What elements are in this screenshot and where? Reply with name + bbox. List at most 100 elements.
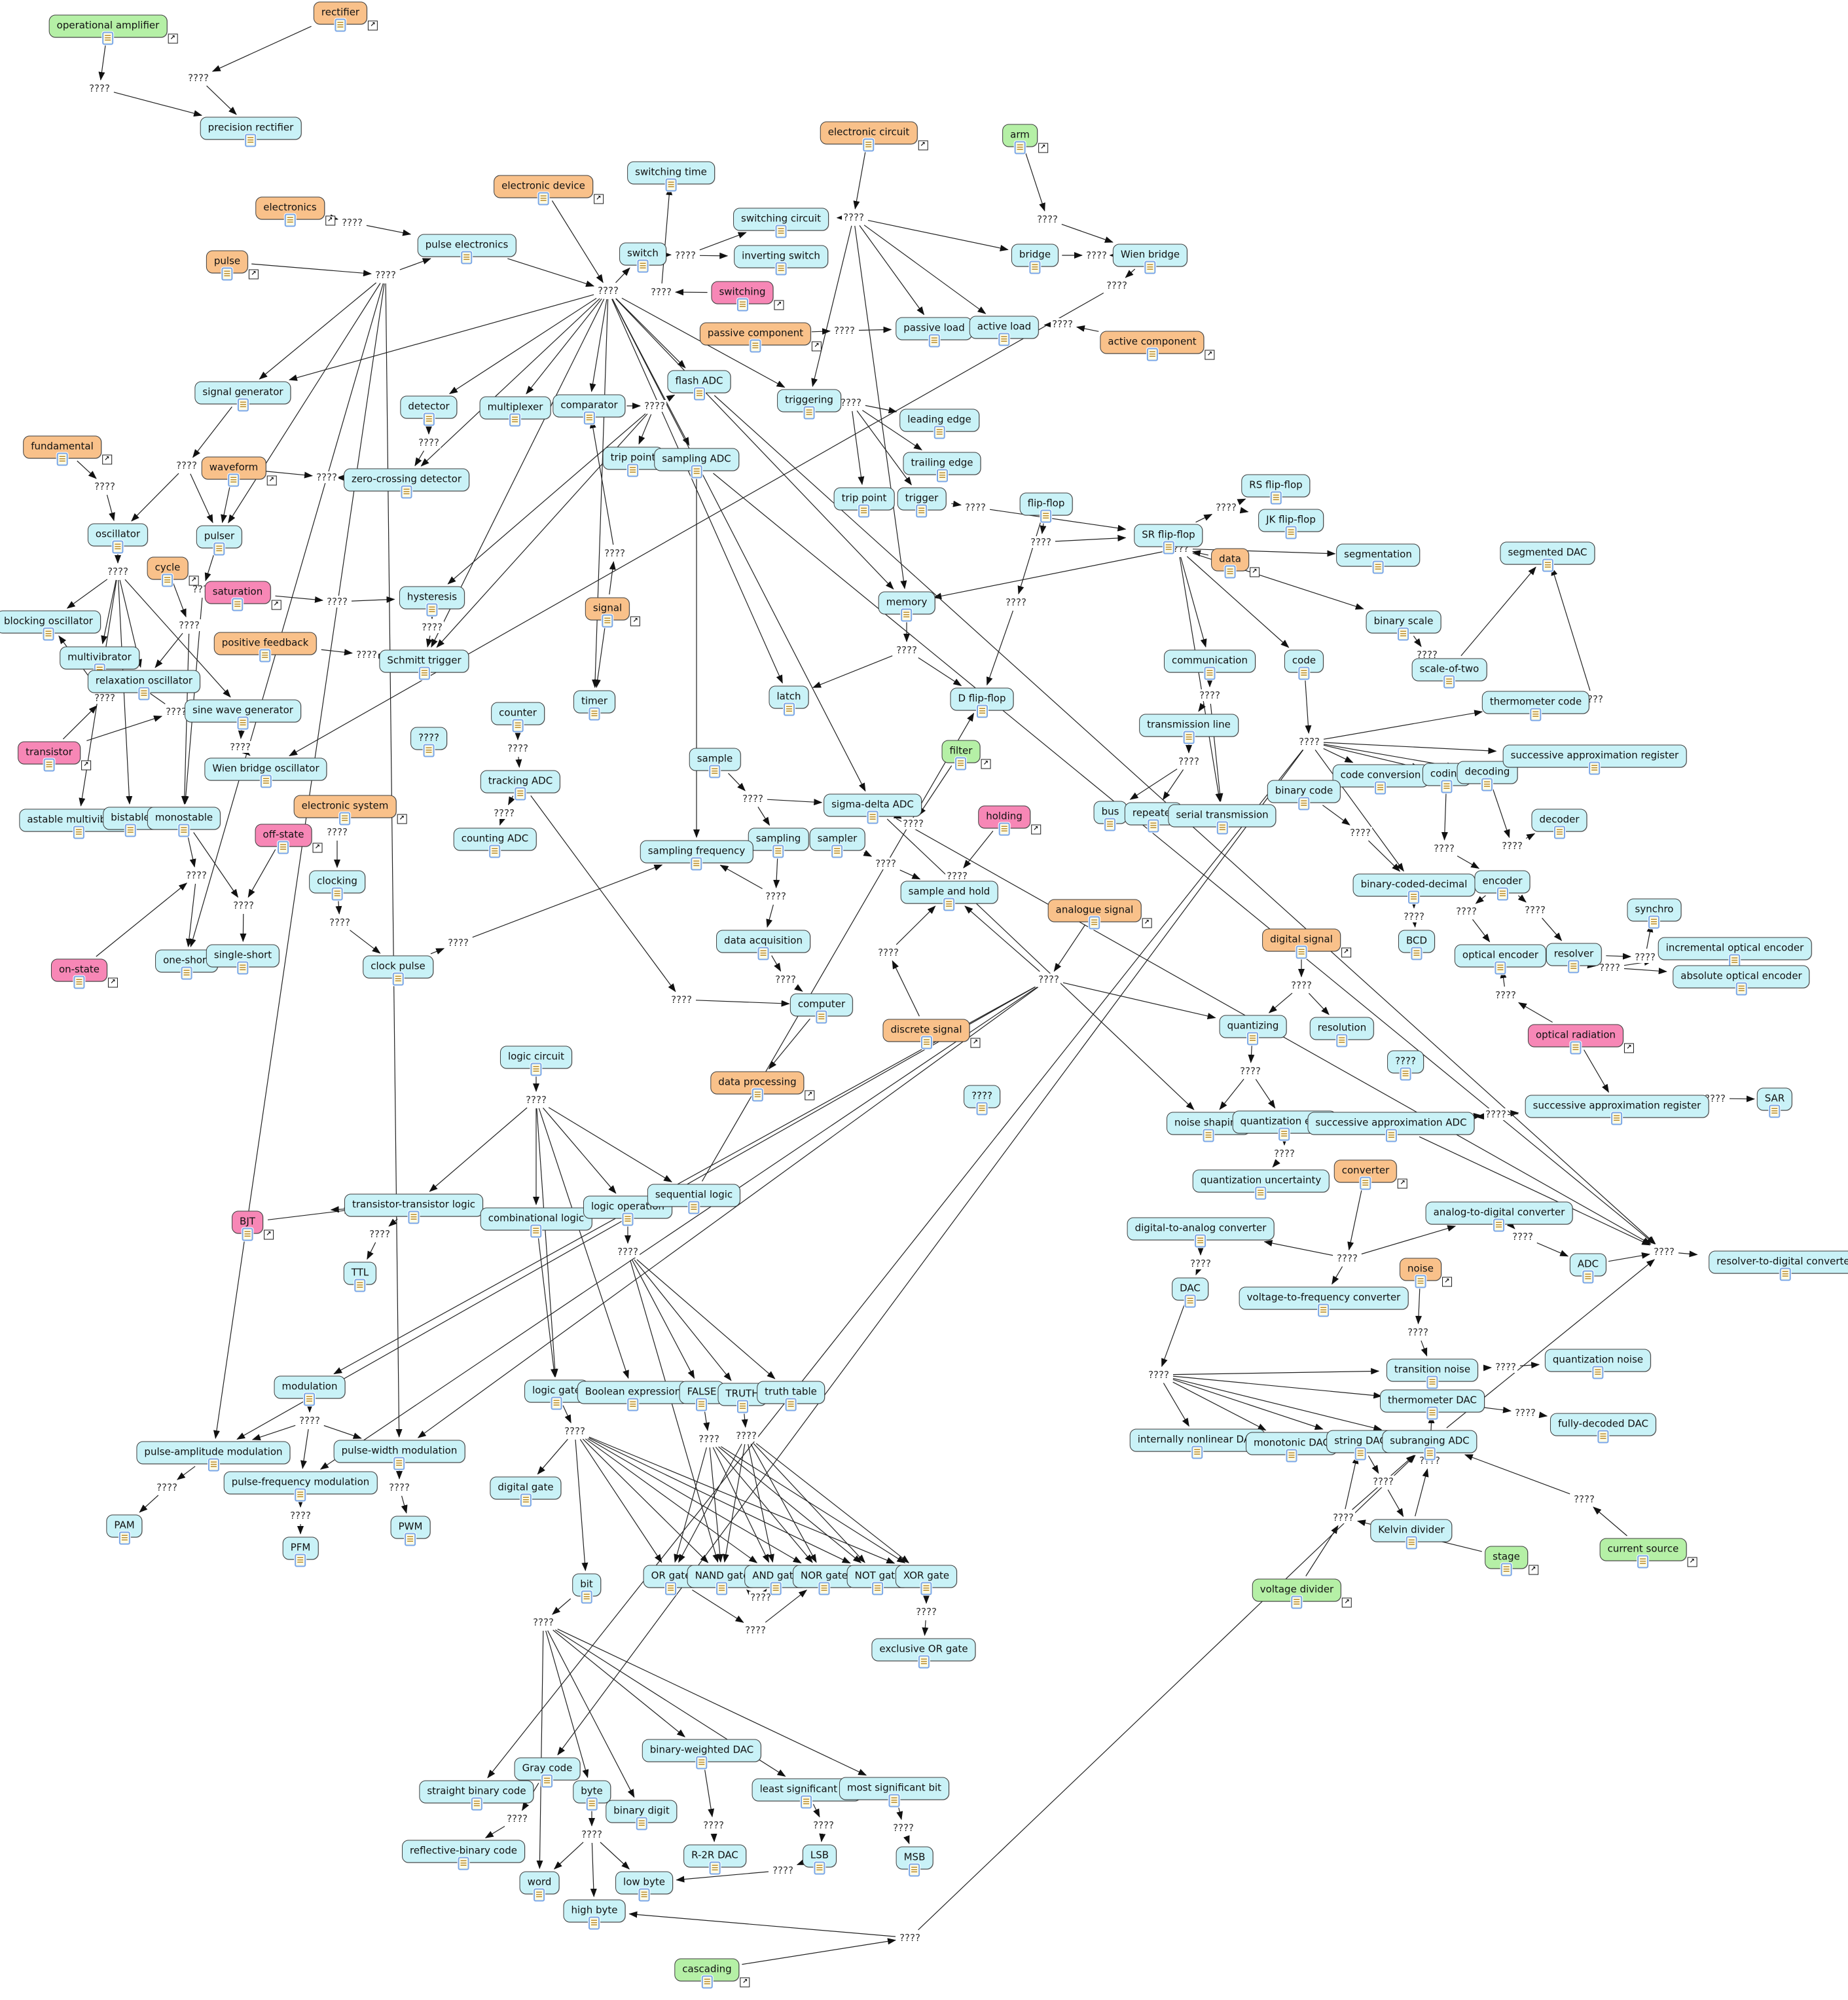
document-icon[interactable] (627, 1398, 639, 1411)
linking-phrase[interactable]: ???? (1051, 318, 1074, 330)
linking-phrase[interactable]: ???? (563, 1425, 587, 1437)
linking-phrase[interactable]: ???? (93, 692, 117, 704)
concept-node-cadc[interactable]: counting ADC (453, 827, 537, 858)
document-icon[interactable] (208, 1458, 219, 1472)
concept-node-atdc[interactable]: analog-to-digital converter (1425, 1201, 1573, 1232)
document-icon[interactable] (589, 707, 600, 721)
concept-node-q2[interactable]: ???? (964, 1085, 1000, 1116)
concept-node-oa[interactable]: operational amplifier ↗ (48, 14, 178, 45)
concept-node-bo[interactable]: blocking oscillator (0, 610, 101, 641)
concept-node-pulse[interactable]: pulse ↗ (206, 250, 259, 281)
concept-node-dsig[interactable]: digital signal ↗ (1262, 928, 1351, 959)
concept-node-xorg[interactable]: XOR gate (895, 1565, 958, 1595)
concept-node-rep[interactable]: repeater (1124, 802, 1183, 833)
document-icon[interactable] (998, 822, 1010, 836)
document-icon[interactable] (232, 598, 244, 611)
external-link-icon[interactable]: ↗ (1142, 918, 1152, 928)
concept-node-byte[interactable]: byte (573, 1780, 611, 1811)
document-icon[interactable] (1298, 666, 1310, 680)
document-icon[interactable] (888, 1794, 900, 1808)
document-icon[interactable] (928, 334, 940, 348)
document-icon[interactable] (602, 614, 613, 628)
document-icon[interactable] (976, 704, 988, 718)
concept-node-ioe[interactable]: incremental optical encoder (1658, 937, 1812, 968)
concept-node-cs[interactable]: current source ↗ (1599, 1538, 1697, 1569)
concept-node-ind[interactable]: internally nonlinear DAC (1129, 1428, 1265, 1459)
concept-node-sar2[interactable]: successive approximation register (1525, 1095, 1709, 1125)
document-icon[interactable] (178, 824, 190, 837)
document-icon[interactable] (872, 1582, 884, 1595)
linking-phrase[interactable]: ???? (643, 400, 666, 412)
concept-node-smpg[interactable]: sampling (748, 827, 809, 858)
external-link-icon[interactable]: ↗ (1030, 824, 1041, 835)
document-icon[interactable] (1542, 558, 1553, 572)
concept-node-msb[interactable]: MSB (896, 1846, 933, 1877)
document-icon[interactable] (418, 666, 430, 680)
document-icon[interactable] (1779, 1267, 1791, 1281)
document-icon[interactable] (162, 573, 173, 587)
document-icon[interactable] (933, 426, 945, 439)
concept-node-stx[interactable]: serial transmission (1168, 804, 1277, 835)
concept-node-sdac[interactable]: segmented DAC (1500, 541, 1595, 572)
document-icon[interactable] (537, 192, 549, 206)
concept-node-rdc[interactable]: resolver-to-digital converter (1709, 1250, 1848, 1281)
document-icon[interactable] (124, 824, 136, 837)
concept-node-word[interactable]: word (519, 1871, 560, 1902)
document-icon[interactable] (1769, 1104, 1781, 1118)
concept-node-adc[interactable]: ADC (1569, 1253, 1607, 1284)
concept-node-eog[interactable]: exclusive OR gate (871, 1638, 976, 1669)
concept-node-sig[interactable]: signal ↗ (585, 597, 641, 628)
document-icon[interactable] (831, 845, 843, 858)
linking-phrase[interactable]: ???? (164, 706, 188, 718)
document-icon[interactable] (916, 504, 928, 518)
concept-node-tc[interactable]: thermometer code (1481, 691, 1590, 721)
document-icon[interactable] (772, 845, 784, 858)
linking-phrase[interactable]: ???? (355, 649, 378, 661)
document-icon[interactable] (43, 758, 55, 772)
linking-phrase[interactable]: ???? (1652, 1246, 1676, 1258)
linking-phrase[interactable]: ???? (1029, 536, 1053, 548)
linking-phrase[interactable]: ???? (187, 72, 210, 84)
concept-node-stg[interactable]: stage ↗ (1485, 1546, 1538, 1576)
concept-node-hys[interactable]: hysteresis (399, 586, 465, 617)
linking-phrase[interactable]: ???? (1511, 1231, 1534, 1243)
concept-node-sar1[interactable]: successive approximation register (1502, 744, 1687, 775)
document-icon[interactable] (1255, 1186, 1267, 1200)
concept-node-tn[interactable]: transition noise (1386, 1358, 1479, 1389)
document-icon[interactable] (1481, 778, 1493, 791)
document-icon[interactable] (1568, 960, 1580, 973)
concept-node-sw[interactable]: switch (619, 242, 666, 273)
concept-node-bcd[interactable]: BCD (1398, 930, 1436, 960)
linking-phrase[interactable]: ???? (505, 1813, 529, 1825)
concept-node-rsff[interactable]: RS flip-flop (1241, 474, 1311, 505)
document-icon[interactable] (752, 1088, 763, 1102)
document-icon[interactable] (1405, 1536, 1417, 1550)
concept-node-qu[interactable]: quantization uncertainty (1192, 1169, 1330, 1200)
concept-node-mem[interactable]: memory (878, 591, 935, 622)
document-icon[interactable] (691, 857, 702, 871)
concept-node-ssh[interactable]: single-short (206, 944, 280, 975)
external-link-icon[interactable]: ↗ (1624, 1043, 1635, 1053)
document-icon[interactable] (918, 1655, 930, 1669)
linking-phrase[interactable]: ???? (1085, 249, 1108, 261)
document-icon[interactable] (1597, 1430, 1609, 1444)
document-icon[interactable] (1286, 1449, 1297, 1463)
document-icon[interactable] (775, 225, 787, 238)
external-link-icon[interactable]: ↗ (630, 616, 641, 627)
document-icon[interactable] (716, 1582, 728, 1595)
concept-node-ec[interactable]: electronic circuit ↗ (820, 121, 928, 152)
document-icon[interactable] (339, 812, 351, 826)
document-icon[interactable] (331, 887, 343, 901)
document-icon[interactable] (221, 267, 233, 281)
concept-node-osh[interactable]: one-short (155, 949, 218, 980)
linking-phrase[interactable]: ???? (741, 793, 765, 805)
linking-phrase[interactable]: ???? (670, 994, 693, 1006)
document-icon[interactable] (1298, 797, 1310, 810)
document-icon[interactable] (757, 947, 769, 960)
linking-phrase[interactable]: ???? (1432, 843, 1456, 854)
linking-phrase[interactable]: ???? (93, 481, 117, 492)
linking-phrase[interactable]: ???? (446, 937, 470, 949)
concept-node-pfm[interactable]: PFM (282, 1536, 319, 1567)
document-icon[interactable] (1426, 1375, 1438, 1389)
linking-phrase[interactable]: ???? (1349, 827, 1372, 839)
